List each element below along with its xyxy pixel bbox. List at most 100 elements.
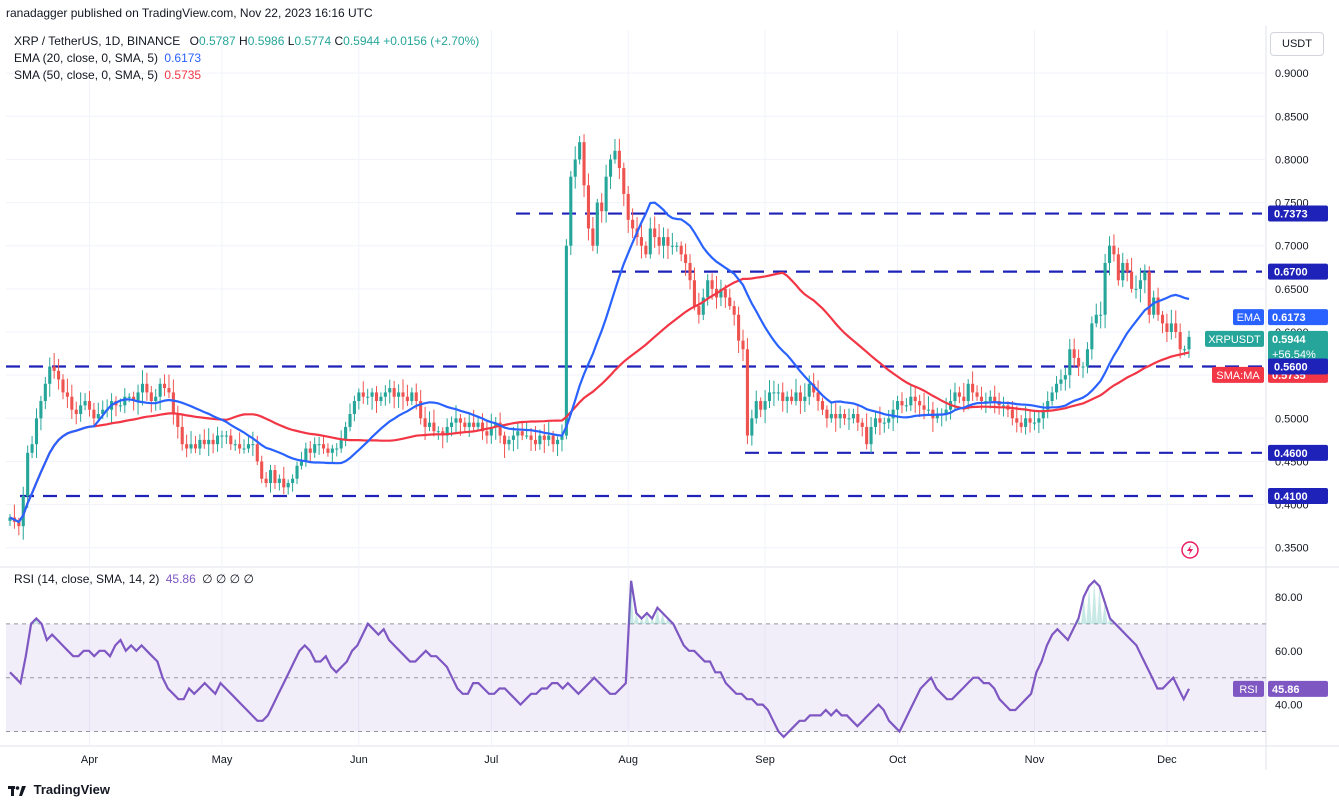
currency-button[interactable]: USDT (1270, 32, 1324, 56)
candle (573, 146, 577, 189)
candle (1090, 316, 1094, 360)
time-axis[interactable]: Apr May Jun Jul Aug Sep Oct Nov Dec (81, 754, 1177, 766)
candle-body (1054, 383, 1059, 393)
candle-body (922, 405, 926, 410)
rsi-tag-label-box (1233, 680, 1264, 697)
legend-open: 0.5787 (198, 34, 236, 48)
candle-body (480, 422, 485, 432)
candle-body (1160, 314, 1165, 324)
candle-body (21, 495, 25, 527)
legend-l-label: L (287, 34, 295, 48)
price-tick-label: 0.3500 (1275, 543, 1309, 555)
candle (613, 138, 617, 164)
candle-body (578, 142, 582, 160)
candle (463, 417, 467, 433)
candle (626, 185, 630, 233)
candle (834, 403, 838, 432)
candle-body (1094, 314, 1098, 324)
last-price-tag-label: XRPUSDT (1208, 334, 1261, 346)
chart-canvas[interactable]: 0.90000.85000.80000.75000.70000.65000.60… (0, 26, 1339, 779)
time-tick-label: Dec (1157, 754, 1177, 766)
candle (308, 441, 312, 463)
candle (180, 415, 184, 451)
legend-sma-value: 0.5735 (164, 68, 202, 82)
candle-body (30, 444, 34, 453)
candle-body (39, 401, 43, 419)
candle-body (1032, 422, 1036, 424)
candle-body (118, 405, 122, 407)
candle-body (52, 366, 56, 371)
candle (295, 461, 299, 484)
level-tag-value: 0.6700 (1274, 267, 1308, 279)
legend-sma-row[interactable]: SMA (50, close, 0, SMA, 5) 0.5735 (14, 68, 201, 82)
candle-body (1077, 357, 1081, 367)
legend-c-label: C (334, 34, 344, 48)
candle-body (525, 435, 529, 437)
candle (321, 435, 326, 454)
candle-body (529, 435, 533, 440)
candle (829, 401, 833, 423)
tradingview-logo-icon (8, 785, 26, 796)
candle-body (719, 288, 723, 298)
candle-body (878, 418, 882, 423)
level-tag-box (1268, 487, 1328, 504)
ema-tag-box (1268, 309, 1328, 326)
candle-body (807, 383, 811, 397)
candle (70, 384, 74, 419)
last-price-tag-extra: +56.54% (1272, 349, 1316, 361)
legend-rsi-row[interactable]: RSI (14, close, SMA, 14, 2) 45.86 ∅ ∅ ∅ … (14, 572, 254, 586)
ema-tag-label-box (1233, 309, 1264, 326)
candle (264, 472, 268, 488)
candle (96, 402, 100, 422)
candle (171, 379, 175, 425)
candle-body (772, 392, 776, 394)
price-axis[interactable]: 0.90000.85000.80000.75000.70000.65000.60… (1275, 68, 1309, 711)
candle (441, 427, 445, 449)
candle-body (1121, 262, 1125, 281)
candle (273, 464, 277, 489)
legend-ema-row[interactable]: EMA (20, close, 0, SMA, 5) 0.6173 (14, 51, 201, 65)
candle (145, 372, 149, 401)
candle-body (1072, 349, 1076, 358)
candle (1130, 257, 1134, 293)
candle-body (573, 159, 577, 177)
candle-body (176, 413, 180, 427)
candle (661, 227, 666, 259)
candle (485, 420, 489, 444)
candle (476, 415, 480, 431)
candle (1094, 303, 1098, 328)
candle-body (127, 396, 131, 398)
candle-body (158, 383, 162, 397)
candle (701, 288, 705, 321)
candle (957, 386, 961, 404)
candle (1099, 301, 1103, 329)
candle (737, 306, 741, 354)
candle (569, 171, 573, 256)
lightning-icon[interactable] (1181, 541, 1199, 559)
candle-body (803, 396, 807, 402)
candle (498, 412, 502, 444)
candle (741, 329, 745, 362)
candle (560, 424, 564, 452)
legend-high: 0.5986 (247, 34, 285, 48)
candle-body (1174, 323, 1178, 333)
footer-brand[interactable]: TradingView (8, 782, 110, 797)
candle (542, 424, 546, 454)
candle-body (666, 237, 670, 246)
candle-body (1178, 332, 1182, 350)
candle (140, 370, 145, 406)
candle-body (533, 439, 538, 445)
time-tick-label: Nov (1025, 754, 1045, 766)
candle-body (401, 392, 405, 397)
candle (847, 408, 851, 430)
candle-body (1187, 336, 1191, 350)
candle-body (882, 422, 886, 424)
candle (410, 387, 414, 406)
candle (1085, 342, 1089, 374)
candle-body (626, 193, 630, 220)
candle-body (242, 448, 246, 450)
candle (229, 428, 233, 450)
candle-body (1050, 392, 1054, 402)
candle (207, 428, 211, 457)
candle-body (374, 392, 379, 402)
